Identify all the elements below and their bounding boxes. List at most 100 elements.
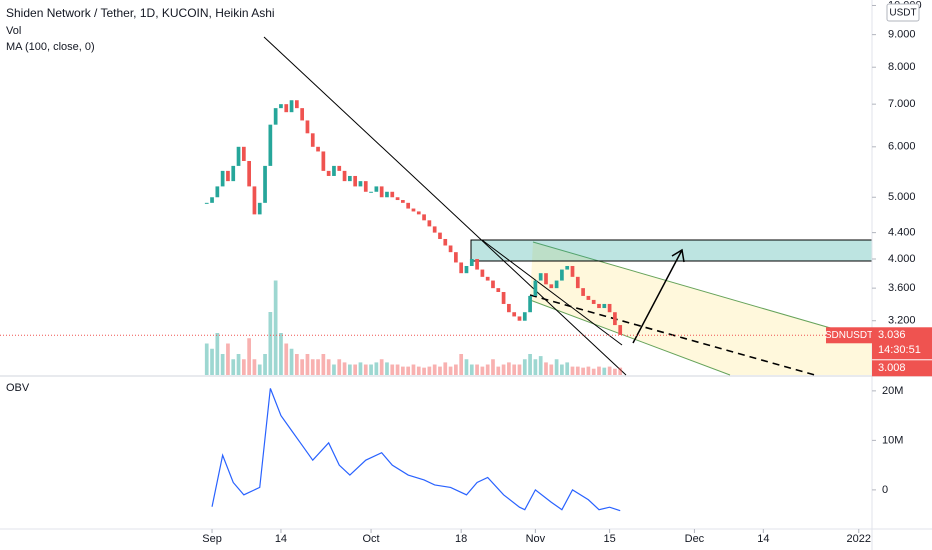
volume-bar (289, 348, 294, 375)
y-tick-label: 7.000 (888, 98, 916, 110)
x-tick-label: 15 (603, 533, 615, 545)
y-tick-label: 3.200 (888, 315, 916, 327)
volume-bar (348, 364, 352, 375)
trend-line (481, 239, 623, 346)
candle (358, 181, 363, 187)
volume-bar (353, 364, 358, 375)
volume-bar (469, 364, 474, 375)
candle (337, 165, 342, 171)
volume-bar (581, 367, 585, 375)
volume-bar (316, 359, 320, 375)
volume-bar (591, 368, 596, 375)
symbol-box (826, 327, 872, 344)
volume-bar (379, 359, 384, 375)
candle (236, 146, 241, 166)
y-tick-label: 0 (882, 484, 888, 496)
x-tick-label: 18 (455, 533, 467, 545)
currency-box[interactable] (886, 3, 920, 22)
candle (522, 312, 527, 321)
candle (517, 316, 522, 321)
candle (395, 197, 400, 201)
candle (549, 284, 554, 289)
volume-bar (294, 354, 299, 375)
currency[interactable]: USDT (889, 8, 916, 19)
candle (220, 170, 225, 187)
candle (279, 104, 283, 109)
price-label: 3.036 (878, 329, 906, 341)
obv-line (211, 388, 621, 512)
volume-bar (416, 366, 421, 375)
candle (480, 269, 485, 277)
volume-bar (215, 333, 220, 375)
x-tick-label: 14 (757, 533, 769, 545)
chart-title: Shiden Network / Tether, 1D, KUCOIN, Hei… (6, 6, 275, 20)
candle (512, 312, 517, 317)
candle (475, 258, 479, 270)
y-tick-label: 10M (882, 434, 903, 446)
candle (390, 191, 395, 198)
candle (501, 292, 506, 304)
x-tick-label: Sep (202, 533, 222, 545)
volume-bar (300, 359, 305, 375)
candle (427, 220, 432, 227)
volume-bar (247, 338, 251, 375)
volume-bar (411, 364, 416, 375)
channel-line (529, 299, 731, 376)
candle (204, 202, 209, 204)
volume-bar (257, 364, 262, 375)
candle (507, 303, 511, 313)
volume-bar (268, 312, 273, 375)
volume-bar (210, 348, 214, 375)
candle (241, 146, 246, 162)
price-box (872, 360, 932, 377)
volume-bar (279, 333, 283, 375)
volume-bar (533, 359, 538, 375)
x-tick-label: Dec (685, 533, 705, 545)
x-tick-label: 14 (275, 533, 287, 545)
countdown: 14:30:51 (878, 344, 921, 356)
pane-title: OBV (6, 382, 30, 394)
candle (538, 273, 543, 281)
candle (363, 181, 368, 192)
candle (560, 269, 564, 281)
candle (438, 232, 442, 239)
volume-bar (363, 364, 368, 375)
volume-bar (231, 359, 236, 375)
x-tick-label: Nov (526, 533, 546, 545)
zone (470, 239, 873, 262)
candle (432, 226, 437, 233)
candle (416, 211, 421, 215)
volume-bar (374, 362, 379, 375)
candle (565, 265, 570, 270)
candle (607, 303, 612, 313)
candle (570, 265, 575, 277)
volume-bar (310, 359, 315, 375)
volume-bar (613, 368, 617, 375)
y-tick-label: 4.000 (888, 253, 916, 265)
candle (469, 258, 474, 266)
volume-bar (236, 354, 241, 375)
volume-bar (496, 366, 501, 375)
candle (369, 191, 373, 193)
candle (294, 100, 299, 109)
volume-bar (342, 362, 347, 375)
candle (252, 186, 257, 215)
candle (215, 186, 220, 198)
candle (554, 280, 559, 289)
candle (310, 133, 315, 147)
candle (618, 325, 623, 335)
volume-bar (438, 366, 442, 375)
candle (528, 295, 532, 313)
candle (613, 312, 617, 326)
candle (454, 252, 458, 263)
volume-bar (607, 366, 612, 375)
volume-bar (422, 367, 426, 375)
channel-fill (530, 242, 872, 375)
volume-bar (385, 362, 389, 375)
volume-bar (512, 364, 517, 375)
symbol-label: SDNUSDT (825, 330, 873, 341)
candle (374, 186, 379, 192)
